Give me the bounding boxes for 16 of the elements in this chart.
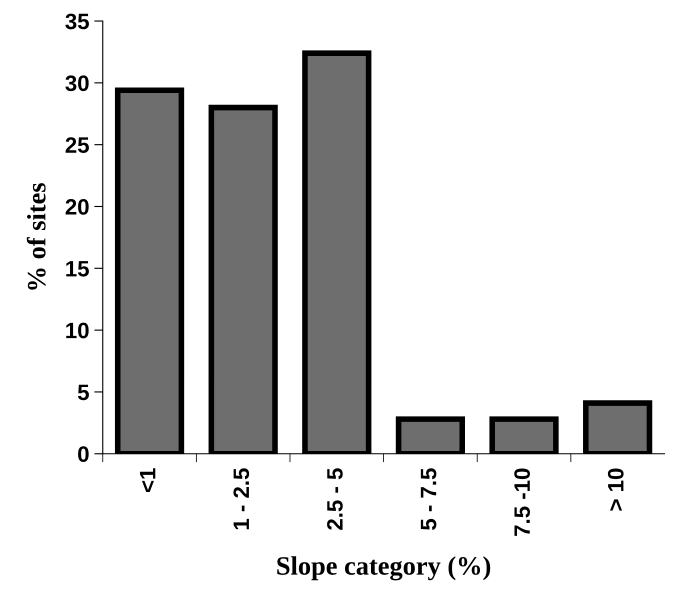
x-tick-label: 2.5 - 5 <box>327 468 343 530</box>
y-tick-label: 20 <box>66 199 89 215</box>
x-tick-label: 1 - 2.5 <box>233 468 250 530</box>
y-axis-title: % of sites <box>26 183 46 290</box>
x-axis-title: Slope category (%) <box>277 556 490 580</box>
x-tick-label: 7.5 -10 <box>514 468 530 536</box>
y-tick-label: 25 <box>66 137 89 153</box>
y-tick-label: 15 <box>66 261 89 277</box>
x-tick-label: 5 - 7.5 <box>420 468 436 530</box>
y-tick-label: 10 <box>66 322 89 338</box>
y-tick-label: 5 <box>78 384 89 400</box>
y-tick-label: 0 <box>78 446 89 462</box>
x-tick-label: > 10 <box>608 468 624 511</box>
y-tick-label: 35 <box>65 14 89 30</box>
x-tick-label: <1 <box>140 468 156 492</box>
y-tick-label: 30 <box>65 75 89 92</box>
